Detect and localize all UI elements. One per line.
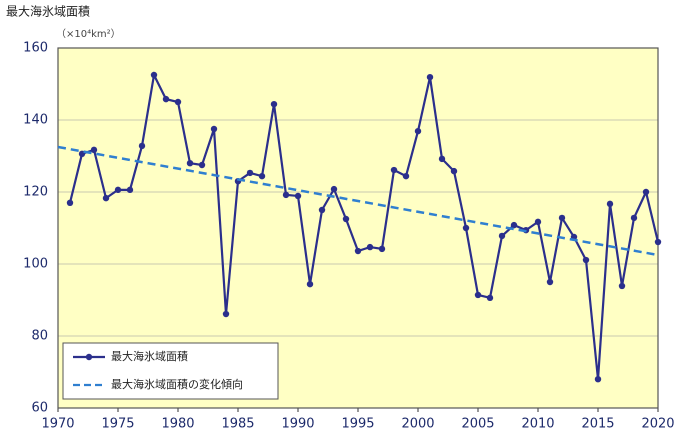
x-tick-label: 1975 [101,417,134,432]
data-point [582,256,590,264]
data-point [294,192,302,200]
data-point [618,282,626,290]
data-point [306,280,314,288]
data-point [630,214,638,222]
y-tick-label: 120 [23,185,48,200]
chart-title: 最大海氷域面積 [6,4,90,19]
data-point [186,160,194,167]
x-tick-label: 1990 [281,417,314,432]
data-point [378,245,386,253]
y-tick-label: 80 [31,329,48,344]
y-tick-label: 140 [23,113,48,128]
data-point [210,125,218,133]
data-point [426,73,434,81]
data-point [402,172,410,180]
data-point [174,98,182,106]
data-point [102,194,110,202]
data-point [390,166,398,174]
data-point [246,169,254,177]
data-point [198,161,206,169]
x-tick-label: 2010 [521,417,554,432]
legend-label: 最大海氷域面積の変化傾向 [111,377,243,391]
x-tick-label: 1995 [341,417,374,432]
y-tick-label: 160 [23,41,48,56]
data-point [366,243,374,251]
y-tick-label: 60 [31,401,48,416]
data-point [606,200,614,208]
data-point [546,278,554,286]
x-tick-label: 1980 [161,417,194,432]
legend-marker [85,353,93,361]
data-point [498,232,506,240]
series-line [57,145,659,257]
data-point [126,186,134,194]
legend-label: 最大海氷域面積 [111,349,188,363]
data-point [594,376,602,383]
data-point [318,206,326,214]
data-point [342,215,350,223]
data-point [654,238,662,246]
data-point [474,291,482,299]
data-point [354,247,362,255]
plot-border [57,47,659,409]
data-point [270,100,278,108]
data-point [450,167,458,175]
data-point [462,224,470,232]
data-point [558,214,566,222]
data-point [486,294,494,302]
legend-box [62,342,279,400]
data-point [258,172,266,180]
y-unit: （×10⁴km²） [56,28,121,40]
x-tick-label: 1970 [41,417,74,432]
x-tick-label: 1985 [221,417,254,432]
data-point [534,218,542,226]
data-point [90,146,98,154]
data-point [510,221,518,229]
x-tick-label: 2005 [461,417,494,432]
x-tick-label: 2020 [641,417,674,432]
data-point [282,191,290,199]
data-point [162,95,170,103]
data-point [114,186,122,194]
data-point [414,127,422,135]
y-tick-label: 100 [23,257,48,272]
data-point [138,142,146,150]
data-point [66,199,74,206]
data-point [330,185,338,193]
data-point [222,310,230,318]
x-tick-label: 2015 [581,417,614,432]
data-point [642,188,650,196]
data-point [438,155,446,163]
x-tick-label: 2000 [401,417,434,432]
data-point [150,71,158,79]
